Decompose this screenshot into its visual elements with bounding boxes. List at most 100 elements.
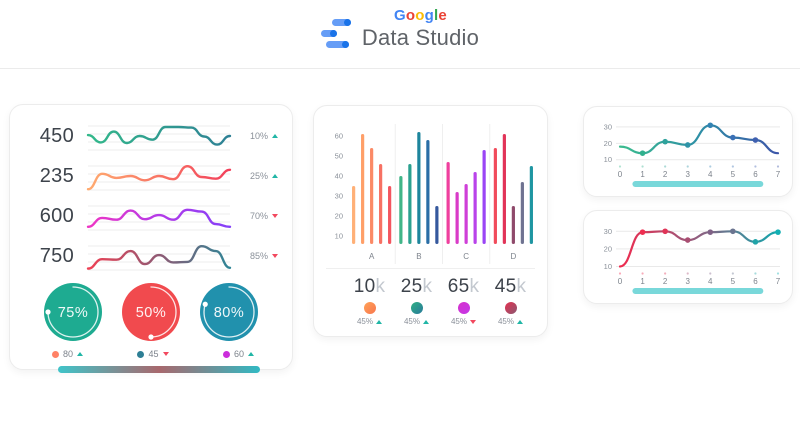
data-point[interactable]	[684, 142, 691, 148]
svg-text:6: 6	[753, 170, 758, 179]
svg-text:1: 1	[640, 277, 645, 286]
data-point[interactable]	[752, 137, 759, 143]
kpi-value: 600	[39, 204, 74, 227]
bar	[464, 184, 468, 244]
data-point[interactable]	[730, 228, 736, 235]
stat-percent: 45%	[346, 317, 393, 326]
bar	[361, 134, 365, 244]
bar	[417, 132, 421, 244]
gauge-80%: 80%	[200, 283, 258, 341]
stat-value: 45k	[487, 276, 534, 298]
gauge-legend: 80 45 60	[24, 343, 278, 359]
stat-value: 25k	[393, 276, 440, 298]
gradient-range-bar[interactable]	[58, 366, 260, 373]
svg-text:80%: 80%	[214, 305, 245, 321]
kpi-value: 235	[39, 164, 74, 187]
svg-text:50%: 50%	[136, 305, 167, 321]
data-point[interactable]	[775, 229, 781, 235]
bar	[482, 150, 486, 244]
bar	[435, 206, 439, 244]
kpi-sparklines-card: 450 10% 235 25% 600 70% 750 85% 75% 50% 80% 80 45 6…	[9, 104, 293, 373]
brand: Google Data Studio	[320, 7, 480, 51]
svg-text:40: 40	[335, 172, 343, 181]
kpi-value: 750	[39, 244, 74, 267]
google-letter: e	[438, 7, 447, 24]
bar	[455, 192, 459, 244]
data-point[interactable]	[730, 134, 736, 141]
data-point[interactable]	[707, 229, 714, 235]
trend-up-icon	[272, 174, 278, 178]
sparkline-chart	[86, 164, 232, 191]
stat-item: 45k 45%	[487, 276, 534, 326]
logo-bar-middle	[320, 30, 337, 38]
kpi-rows: 450 10% 235 25% 600 70% 750 85%	[24, 116, 278, 276]
data-point[interactable]	[684, 237, 691, 243]
data-point[interactable]	[662, 138, 668, 145]
gauge-50%: 50%	[122, 283, 180, 341]
bar	[388, 186, 392, 244]
svg-text:30: 30	[335, 192, 343, 201]
svg-text:10: 10	[335, 232, 343, 241]
svg-text:4: 4	[708, 277, 713, 286]
stat-percent-value: 45%	[497, 317, 514, 326]
svg-text:10: 10	[604, 262, 612, 271]
svg-text:20: 20	[604, 244, 612, 253]
product-name: Data Studio	[361, 25, 480, 50]
kpi-row: 450 10%	[24, 116, 278, 156]
kpi-row: 235 25%	[24, 156, 278, 196]
legend-item: 45	[137, 349, 169, 359]
stat-percent-value: 45%	[450, 317, 467, 326]
svg-text:3: 3	[685, 277, 690, 286]
stat-dot	[457, 302, 470, 314]
kpi-percent: 85%	[249, 251, 268, 261]
trend-up-icon	[423, 319, 429, 324]
google-letter: l	[434, 7, 439, 24]
stat-dot	[504, 302, 517, 314]
kpi-percent: 25%	[249, 171, 268, 181]
data-point[interactable]	[639, 150, 646, 156]
sparkline-chart	[86, 125, 232, 151]
svg-text:5: 5	[731, 170, 736, 179]
bar	[446, 162, 450, 244]
svg-text:10: 10	[604, 155, 612, 164]
svg-text:3: 3	[685, 170, 690, 179]
svg-text:D: D	[510, 252, 516, 261]
data-point[interactable]	[639, 229, 646, 235]
stat-number: 10	[353, 276, 376, 297]
svg-text:6: 6	[753, 277, 758, 286]
kpi-row: 750 85%	[24, 236, 278, 276]
sparkline-chart	[86, 244, 232, 271]
legend-dot	[52, 350, 59, 358]
bar	[352, 186, 356, 244]
stat-suffix: k	[469, 276, 480, 297]
header: Google Data Studio	[0, 7, 800, 51]
legend-dot	[137, 350, 145, 358]
svg-text:30: 30	[604, 122, 612, 131]
stat-percent: 45%	[440, 317, 487, 326]
chart-scrollbar[interactable]	[632, 181, 764, 187]
line-chart-1: 10 20 30 0 1 2 3 4 5 6 7	[604, 122, 781, 187]
bar	[370, 148, 374, 244]
header-divider	[0, 68, 800, 69]
stat-item: 25k 45%	[393, 276, 440, 326]
stat-suffix: k	[375, 276, 386, 297]
logo-bar-bottom	[325, 41, 349, 49]
stat-suffix: k	[516, 276, 527, 297]
sparkline-path	[86, 164, 232, 191]
legend-dot	[222, 350, 230, 358]
trend-down-icon	[272, 254, 278, 258]
data-point[interactable]	[662, 228, 668, 235]
svg-text:1: 1	[640, 170, 645, 179]
chart-scrollbar[interactable]	[632, 288, 764, 294]
data-studio-logo-icon	[320, 19, 353, 49]
google-letter: g	[424, 7, 435, 24]
svg-text:0: 0	[618, 170, 623, 179]
sparkline-path	[86, 208, 232, 228]
data-point[interactable]	[752, 239, 759, 245]
bar	[502, 134, 506, 244]
data-point[interactable]	[707, 122, 714, 129]
stat-percent-value: 45%	[403, 317, 420, 326]
sparkline-chart	[86, 205, 232, 231]
logo-bar-top	[331, 19, 351, 27]
svg-text:C: C	[463, 252, 469, 261]
